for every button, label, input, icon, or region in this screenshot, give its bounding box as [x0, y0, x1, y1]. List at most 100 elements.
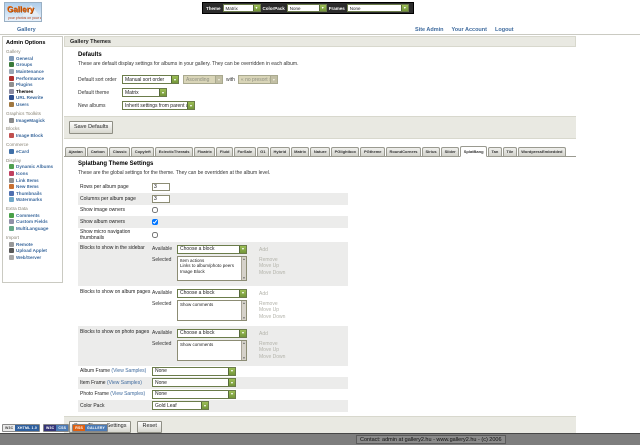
sidebar-item-new-items[interactable]: New Items — [6, 183, 61, 190]
tab-tile[interactable]: Tile — [502, 146, 517, 156]
album-frame-view-samples-link[interactable]: (View Samples) — [111, 368, 147, 375]
sidebar-remove-block-button[interactable]: Remove — [259, 256, 278, 263]
photo-move-up-button[interactable]: Move Up — [259, 347, 280, 353]
frames-select[interactable]: None ▼ — [346, 4, 409, 12]
sidebar-item-groups[interactable]: Groups — [6, 62, 61, 69]
album-move-down-button[interactable]: Move Down — [259, 313, 286, 320]
sidebar-item-performance[interactable]: Performance — [6, 75, 61, 82]
tab-g1[interactable]: G1 — [256, 146, 269, 156]
theme-select[interactable]: Matrix ▼ — [222, 4, 261, 12]
new-albums-select[interactable]: Inherit settings from parent album▼ — [122, 101, 195, 110]
sidebar-available-block-select[interactable]: Choose a block ▼ — [177, 244, 247, 254]
tab-forsale[interactable]: ForSale — [233, 146, 256, 156]
scroll-down-icon[interactable]: ▼ — [242, 355, 246, 360]
sidebar-add-block-button[interactable]: Add — [259, 246, 268, 253]
show-album-owners-checkbox[interactable] — [152, 218, 158, 225]
your-account-link[interactable]: Your Account — [451, 27, 487, 33]
sidebar-selected-blocks-list[interactable]: Item actions Links to album/photo peers … — [177, 255, 247, 281]
scroll-up-icon[interactable]: ▲ — [242, 256, 246, 261]
logout-link[interactable]: Logout — [494, 27, 514, 33]
photo-move-down-button[interactable]: Move Down — [259, 353, 286, 360]
photo-add-block-button[interactable]: Add — [259, 330, 268, 337]
item-frame-view-samples-link[interactable]: (View Samples) — [106, 379, 142, 386]
sidebar-item-themes[interactable]: Themes — [6, 88, 61, 95]
scroll-up-icon[interactable]: ▲ — [242, 340, 246, 345]
sidebar-item-dynamic-albums[interactable]: Dynamic Albums — [6, 164, 61, 171]
save-defaults-button[interactable]: Save Defaults — [69, 121, 114, 134]
tab-slider[interactable]: Slider — [441, 146, 460, 156]
default-theme-select[interactable]: Matrix ▼ — [122, 88, 167, 97]
tab-fluid[interactable]: Fluid — [216, 146, 233, 156]
default-sort-order-select[interactable]: Manual sort order ▼ — [122, 75, 179, 84]
scrollbar[interactable]: ▲ ▼ — [241, 256, 246, 280]
sidebar-item-maintenance[interactable]: Maintenance — [6, 68, 61, 75]
photo-selected-blocks-list[interactable]: Show comments ▲ ▼ — [177, 339, 247, 361]
sidebar-item-upload-applet[interactable]: Upload Applet — [6, 247, 61, 254]
sidebar-item-web-server[interactable]: Web/Server — [6, 254, 61, 261]
list-item[interactable]: Show comments — [180, 301, 214, 307]
sidebar-item-ecard[interactable]: eCard — [6, 148, 61, 155]
site-admin-link[interactable]: Site Admin — [415, 27, 444, 33]
sidebar-item-watermarks[interactable]: Watermarks — [6, 197, 61, 204]
list-item[interactable]: Show comments — [180, 341, 214, 347]
sidebar-move-up-button[interactable]: Move Up — [259, 263, 280, 269]
scroll-down-icon[interactable]: ▼ — [242, 275, 246, 280]
sidebar-item-remote[interactable]: Remote — [6, 241, 61, 248]
tab-ajaxian[interactable]: Ajaxian — [65, 146, 87, 156]
colorpack-select[interactable]: None ▼ — [286, 4, 327, 12]
tab-floatrix[interactable]: Floatrix — [193, 146, 216, 156]
tab-classic[interactable]: Classic — [109, 146, 131, 156]
photo-available-block-select[interactable]: Choose a block ▼ — [177, 328, 247, 338]
photo-frame-view-samples-link[interactable]: (View Samples) — [110, 391, 146, 398]
show-micro-navigation-checkbox[interactable] — [152, 231, 158, 238]
tab-copyleft[interactable]: Copyleft — [131, 146, 155, 156]
scrollbar[interactable]: ▲ ▼ — [241, 340, 246, 360]
album-remove-block-button[interactable]: Remove — [259, 300, 278, 307]
tab-hybrid[interactable]: Hybrid — [269, 146, 290, 156]
tab-eclecticthreads[interactable]: EclecticThreads — [155, 146, 193, 156]
columns-per-page-input[interactable] — [152, 194, 170, 203]
tab-roundcorners[interactable]: RoundCorners — [386, 146, 421, 156]
list-item[interactable]: Item actions — [180, 257, 205, 263]
sidebar-item-imagemagick[interactable]: ImageMagick — [6, 117, 61, 124]
sidebar-item-icons[interactable]: Icons — [6, 170, 61, 177]
list-item[interactable]: Image Block — [180, 269, 205, 275]
breadcrumb-gallery-link[interactable]: Gallery — [17, 27, 36, 33]
tab-sirius[interactable]: Sirius — [422, 146, 441, 156]
show-image-owners-checkbox[interactable] — [152, 207, 158, 214]
tab-splatbang[interactable]: SplatBang — [460, 145, 488, 157]
album-move-up-button[interactable]: Move Up — [259, 307, 280, 313]
color-pack-select[interactable]: Gold Leaf ▼ — [152, 401, 209, 411]
sidebar-item-thumbnails[interactable]: Thumbnails — [6, 190, 61, 197]
sidebar-item-link-items[interactable]: Link Items — [6, 177, 61, 184]
album-frame-select[interactable]: None ▼ — [152, 366, 236, 376]
tab-nature[interactable]: Nature — [310, 146, 331, 156]
sidebar-item-url-rewrite[interactable]: URL Rewrite — [6, 95, 61, 102]
tab-wordpressembedded[interactable]: WordpressEmbedded — [517, 146, 566, 156]
list-item[interactable]: Links to album/photo peers — [180, 263, 235, 269]
tab-matrix[interactable]: Matrix — [290, 146, 310, 156]
scrollbar[interactable]: ▲ ▼ — [241, 300, 246, 320]
sidebar-item-plugins[interactable]: Plugins — [6, 81, 61, 88]
tab-tan[interactable]: Tan — [488, 146, 502, 156]
css-badge[interactable]: W3C CSS — [43, 424, 70, 432]
tab-pgtheme[interactable]: PGtheme — [360, 146, 385, 156]
scroll-up-icon[interactable]: ▲ — [242, 300, 246, 305]
album-selected-blocks-list[interactable]: Show comments ▲ ▼ — [177, 299, 247, 321]
sidebar-move-down-button[interactable]: Move Down — [259, 269, 286, 276]
item-frame-select[interactable]: None ▼ — [152, 378, 236, 388]
reset-button[interactable]: Reset — [137, 420, 162, 433]
sidebar-item-comments[interactable]: Comments — [6, 212, 61, 219]
tab-pglightbox[interactable]: PGlightbox — [331, 146, 360, 156]
gallery-logo[interactable]: Gallery your photos on your website — [4, 2, 42, 22]
tab-carbon[interactable]: Carbon — [87, 146, 109, 156]
photo-remove-block-button[interactable]: Remove — [259, 340, 278, 347]
photo-frame-select[interactable]: None ▼ — [152, 389, 236, 399]
album-available-block-select[interactable]: Choose a block ▼ — [177, 288, 247, 298]
xhtml-badge[interactable]: W3C XHTML 1.0 — [2, 424, 41, 432]
rows-per-page-input[interactable] — [152, 183, 170, 192]
album-add-block-button[interactable]: Add — [259, 290, 268, 297]
gallery-badge[interactable]: RSS GALLERY — [72, 424, 109, 432]
sidebar-item-general[interactable]: General — [6, 55, 61, 62]
sidebar-item-users[interactable]: Users — [6, 101, 61, 108]
